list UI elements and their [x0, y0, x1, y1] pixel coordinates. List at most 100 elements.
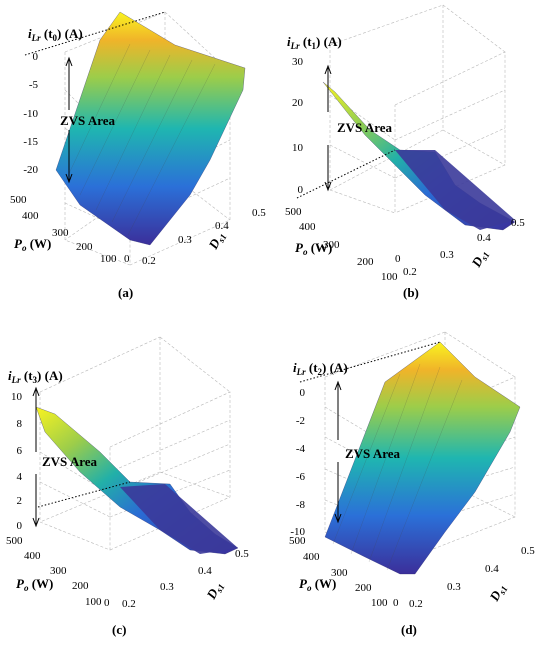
- z-tick: 8: [17, 418, 23, 430]
- d-tick: 0.5: [235, 548, 249, 560]
- d-tick: 0.2: [403, 266, 417, 278]
- surface-plot-c: ZVS Area iLr (t3) (A) 10 8 6 4 2 0 500 4…: [6, 336, 249, 637]
- z-tick: 0: [298, 184, 304, 196]
- chart-panel-b: ZVS Area iLr (t1) (A) 30 20 10 0 500 400…: [275, 0, 550, 322]
- d-tick-labels-c: 0.2 0.3 0.4 0.5: [122, 548, 249, 610]
- z-tick: 0: [17, 520, 23, 532]
- po-tick-labels-a: 500 400 300 200 100 0: [10, 194, 130, 265]
- z-tick: 10: [11, 391, 23, 403]
- caption-d: (d): [401, 622, 417, 637]
- z-tick: -4: [296, 443, 306, 455]
- po-tick: 0: [104, 597, 110, 609]
- z-tick: 30: [292, 56, 304, 68]
- chart-panel-d: ZVS Area iLr (t2) (A) 0 -2 -4 -6 -8 -10 …: [275, 322, 550, 644]
- z-tick: -15: [23, 136, 38, 148]
- po-tick: 500: [289, 535, 306, 547]
- z-tick: -10: [23, 108, 38, 120]
- surface-plot-a: ZVS Area iLr (t0) (A) 0 -5 -10 -15 -20 5…: [10, 11, 266, 300]
- z-tick-labels-b: 30 20 10 0: [292, 56, 304, 196]
- x-axis-title-c: Po (W): [16, 576, 53, 593]
- po-tick: 300: [50, 565, 67, 577]
- z-tick: -20: [23, 164, 38, 176]
- po-tick: 500: [285, 206, 302, 218]
- z-axis-title-a: iLr (t0) (A): [28, 26, 83, 43]
- po-tick: 100: [381, 271, 398, 283]
- zvs-area-label-b: ZVS Area: [337, 120, 393, 135]
- po-tick: 300: [331, 567, 348, 579]
- d-tick: 0.4: [198, 565, 212, 577]
- z-tick: -2: [296, 415, 305, 427]
- d-tick: 0.5: [252, 207, 266, 219]
- z-tick: 4: [17, 471, 23, 483]
- po-tick-labels-d: 500 400 300 200 100 0: [289, 535, 399, 609]
- d-tick: 0.2: [122, 598, 136, 610]
- x-axis-title-d: Po (W): [299, 576, 336, 593]
- zvs-area-label-c: ZVS Area: [42, 454, 98, 469]
- z-tick: 2: [17, 495, 23, 507]
- d-tick: 0.2: [142, 255, 156, 267]
- po-tick: 500: [6, 535, 23, 547]
- po-tick: 200: [72, 580, 89, 592]
- po-tick: 500: [10, 194, 27, 206]
- x-axis-title-a: Po (W): [14, 236, 51, 253]
- chart-panel-a: ZVS Area iLr (t0) (A) 0 -5 -10 -15 -20 5…: [0, 0, 275, 322]
- z-tick: -5: [29, 79, 39, 91]
- z-tick: -8: [296, 499, 306, 511]
- z-tick-labels-c: 10 8 6 4 2 0: [11, 391, 23, 532]
- y-axis-title-b: Ds1: [468, 247, 492, 271]
- surface-a: [55, 11, 246, 246]
- caption-b: (b): [403, 285, 419, 300]
- po-tick-labels-b: 500 400 300 200 100 0: [285, 206, 401, 283]
- po-tick: 400: [303, 551, 320, 563]
- z-tick: -6: [296, 471, 306, 483]
- d-tick: 0.3: [178, 234, 192, 246]
- caption-c: (c): [112, 622, 126, 637]
- z-tick: 6: [17, 445, 23, 457]
- z-axis-title-d: iLr (t2) (A): [293, 360, 348, 377]
- po-tick: 300: [323, 239, 340, 251]
- po-tick: 200: [355, 582, 372, 594]
- d-tick: 0.3: [447, 581, 461, 593]
- z-tick: 0: [33, 51, 39, 63]
- d-tick: 0.3: [440, 249, 454, 261]
- z-tick: 0: [300, 387, 306, 399]
- po-tick: 400: [24, 550, 41, 562]
- caption-a: (a): [118, 285, 133, 300]
- po-tick: 0: [395, 253, 401, 265]
- chart-panel-c: ZVS Area iLr (t3) (A) 10 8 6 4 2 0 500 4…: [0, 322, 275, 644]
- po-tick: 200: [76, 241, 93, 253]
- zvs-arrow-c: [32, 386, 40, 528]
- z-axis-title-b: iLr (t1) (A): [287, 34, 342, 51]
- zvs-arrow-a: [65, 56, 73, 184]
- z-tick: -10: [290, 526, 305, 538]
- po-tick: 0: [393, 597, 399, 609]
- d-tick: 0.5: [511, 217, 525, 229]
- z-tick: 10: [292, 142, 304, 154]
- surface-plot-b: ZVS Area iLr (t1) (A) 30 20 10 0 500 400…: [285, 4, 525, 300]
- po-tick: 400: [22, 210, 39, 222]
- d-tick-labels-b: 0.2 0.3 0.4 0.5: [403, 217, 525, 278]
- z-tick-labels-d: 0 -2 -4 -6 -8 -10: [290, 387, 305, 538]
- d-tick-labels-a: 0.2 0.3 0.4 0.5: [142, 207, 266, 267]
- z-tick: 20: [292, 97, 304, 109]
- x-axis-title-b: Po (W): [295, 240, 332, 257]
- po-tick: 200: [357, 256, 374, 268]
- z-tick-labels-a: 0 -5 -10 -15 -20: [23, 51, 38, 176]
- d-tick: 0.4: [215, 220, 229, 232]
- surface-plot-d: ZVS Area iLr (t2) (A) 0 -2 -4 -6 -8 -10 …: [289, 331, 535, 637]
- po-tick: 400: [299, 221, 316, 233]
- po-tick-labels-c: 500 400 300 200 100 0: [6, 535, 110, 609]
- zero-reference-line-b: [296, 149, 396, 199]
- po-tick: 100: [100, 253, 117, 265]
- po-tick: 0: [124, 253, 130, 265]
- d-tick: 0.5: [521, 545, 535, 557]
- d-tick: 0.4: [477, 232, 491, 244]
- zvs-arrow-b: [324, 64, 332, 192]
- zvs-area-label-a: ZVS Area: [60, 113, 116, 128]
- z-axis-title-c: iLr (t3) (A): [8, 368, 63, 385]
- po-tick: 300: [52, 227, 69, 239]
- d-tick: 0.3: [160, 581, 174, 593]
- d-tick: 0.2: [409, 598, 423, 610]
- po-tick: 100: [371, 597, 388, 609]
- y-axis-title-d: Ds1: [486, 581, 510, 605]
